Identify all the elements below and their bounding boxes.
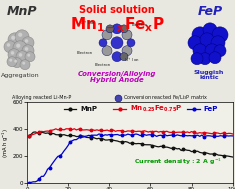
Circle shape <box>25 47 28 51</box>
Circle shape <box>102 46 112 56</box>
Text: Current density : 2 A g$^{-1}$: Current density : 2 A g$^{-1}$ <box>134 157 222 167</box>
Circle shape <box>16 51 28 63</box>
Circle shape <box>11 36 15 40</box>
Circle shape <box>120 53 128 61</box>
Text: Electron: Electron <box>95 63 111 67</box>
Circle shape <box>214 45 226 57</box>
Text: Li$^+$ Ion: Li$^+$ Ion <box>124 56 140 64</box>
Text: FeP: FeP <box>197 5 223 18</box>
Circle shape <box>13 41 27 55</box>
Y-axis label: Specific capacity
(mA h g$^{-1}$): Specific capacity (mA h g$^{-1}$) <box>0 120 11 165</box>
Circle shape <box>200 33 214 47</box>
Text: MnP: MnP <box>80 106 98 112</box>
Circle shape <box>22 37 34 49</box>
Circle shape <box>191 53 203 65</box>
Circle shape <box>7 57 17 67</box>
Circle shape <box>4 41 16 53</box>
Text: Conversion reacted Fe/Li$_3$P matrix: Conversion reacted Fe/Li$_3$P matrix <box>123 93 208 102</box>
Circle shape <box>205 44 219 58</box>
Circle shape <box>15 30 29 44</box>
Circle shape <box>14 60 17 63</box>
Text: Electron: Electron <box>132 23 148 27</box>
Circle shape <box>27 54 30 57</box>
Text: Aggregation: Aggregation <box>1 73 39 78</box>
Circle shape <box>20 60 30 70</box>
Circle shape <box>111 37 123 49</box>
Circle shape <box>199 53 211 65</box>
Circle shape <box>212 27 228 43</box>
Circle shape <box>99 39 107 47</box>
Circle shape <box>22 62 25 65</box>
Text: Hybrid Anode: Hybrid Anode <box>90 77 144 83</box>
Circle shape <box>8 33 22 47</box>
Circle shape <box>112 52 122 62</box>
Text: Conversion/Alloying: Conversion/Alloying <box>78 71 156 77</box>
Circle shape <box>25 39 28 43</box>
Text: $\mathbf{Mn_{0.25}Fe_{0.75}P}$: $\mathbf{Mn_{0.25}Fe_{0.75}P}$ <box>130 103 183 114</box>
Text: $\mathbf{Mn_{1-x}Fe_xP}$: $\mathbf{Mn_{1-x}Fe_xP}$ <box>70 15 164 34</box>
Circle shape <box>188 36 202 50</box>
Circle shape <box>211 36 225 50</box>
Circle shape <box>19 53 22 57</box>
Circle shape <box>106 25 114 33</box>
Circle shape <box>209 52 221 64</box>
Circle shape <box>127 39 135 47</box>
Circle shape <box>8 49 20 61</box>
Text: Solid solution: Solid solution <box>79 5 155 15</box>
Circle shape <box>203 23 217 37</box>
Circle shape <box>192 27 208 43</box>
Circle shape <box>16 44 20 48</box>
Circle shape <box>122 46 132 56</box>
Text: Li$^+$ Ion: Li$^+$ Ion <box>80 19 96 27</box>
Circle shape <box>18 33 22 37</box>
Text: FeP: FeP <box>204 106 218 112</box>
Circle shape <box>112 24 122 34</box>
Text: Alloying reacted Li-Mn-P: Alloying reacted Li-Mn-P <box>12 95 71 100</box>
Circle shape <box>22 45 34 57</box>
Circle shape <box>7 43 10 47</box>
Circle shape <box>12 58 22 68</box>
Circle shape <box>102 30 112 40</box>
Circle shape <box>25 52 35 62</box>
Text: Electron: Electron <box>77 51 93 55</box>
Circle shape <box>193 44 207 58</box>
Circle shape <box>122 30 132 40</box>
Circle shape <box>11 51 14 55</box>
Text: MnP: MnP <box>7 5 37 18</box>
Text: Sluggish
kintic: Sluggish kintic <box>194 70 224 81</box>
Circle shape <box>120 25 128 33</box>
Circle shape <box>9 59 12 62</box>
